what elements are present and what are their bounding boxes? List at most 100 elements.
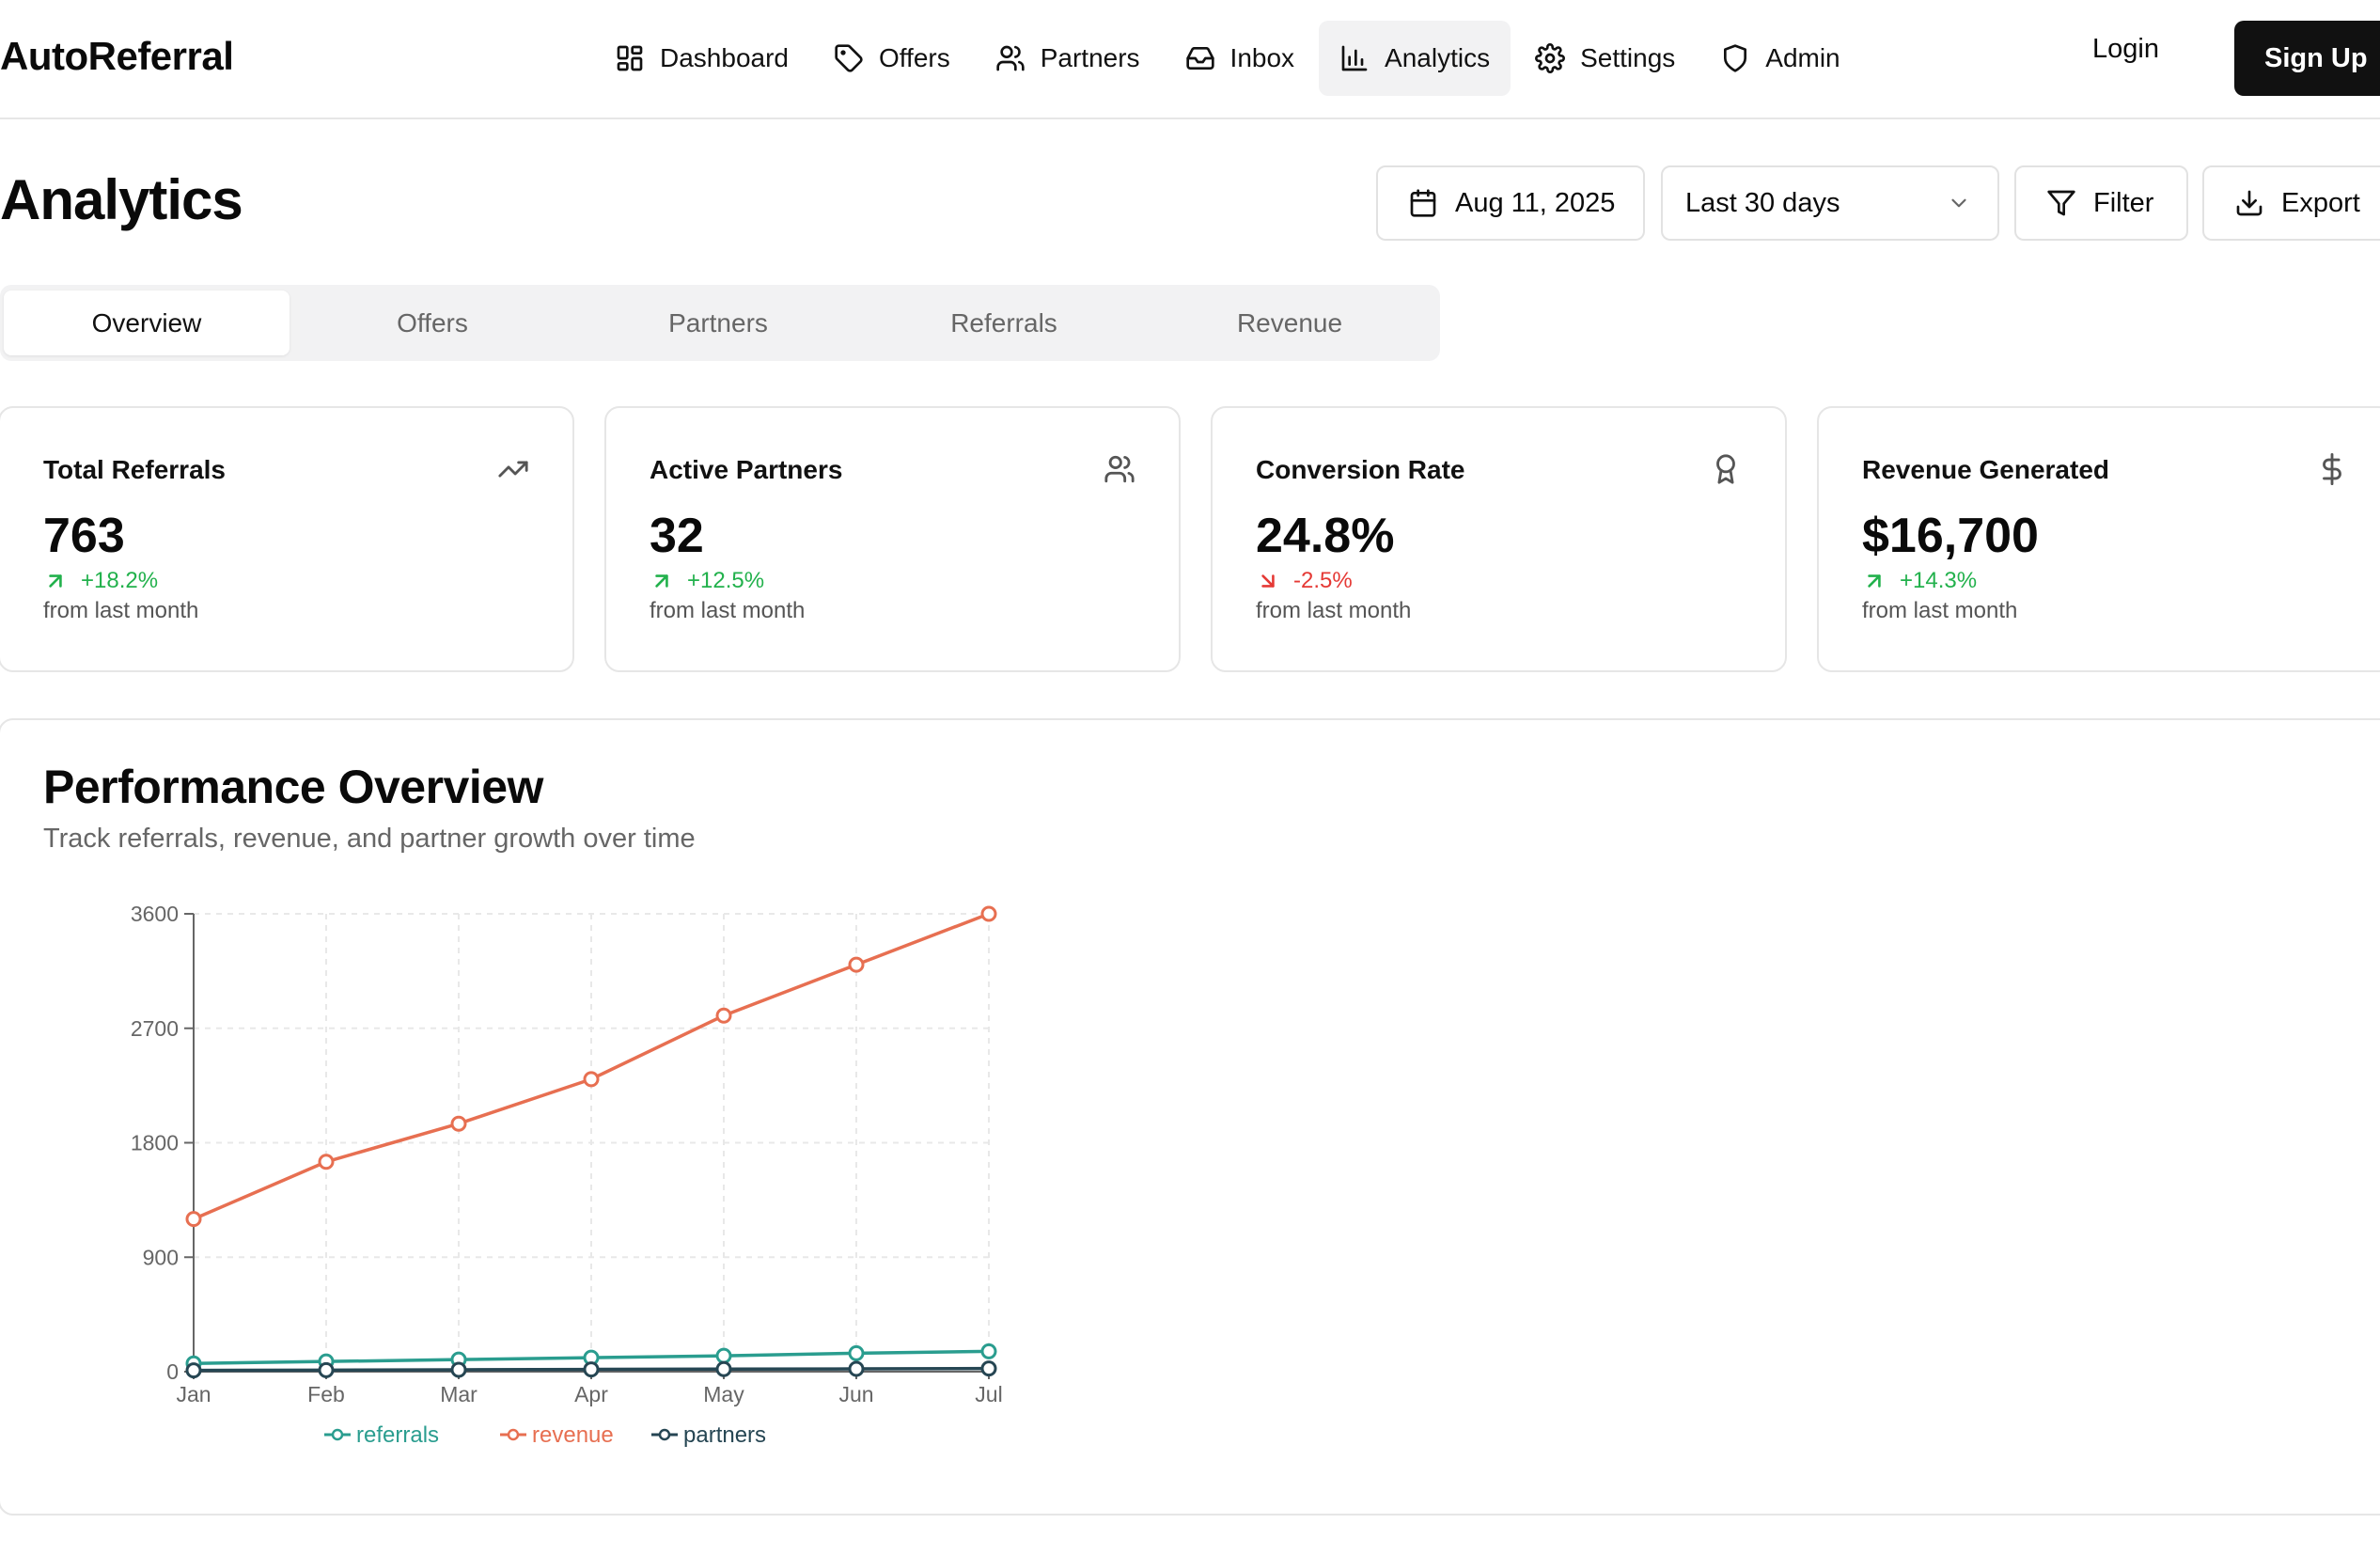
nav-label: Settings [1580,43,1676,72]
y-tick-label: 900 [143,1245,179,1269]
shield-icon [1724,44,1747,72]
bar-chart-icon [1341,45,1368,71]
y-tick-label: 2700 [131,1016,179,1041]
range-select[interactable]: Last 30 days [1661,165,1999,241]
x-tick-label: Apr [574,1382,608,1406]
brand-logo[interactable]: AutoReferral [0,34,234,78]
award-icon [1716,454,1735,484]
performance-title: Performance Overview [43,761,543,813]
stat-change-value: +14.3% [1900,568,1978,593]
login-button[interactable]: Login [2092,34,2159,64]
stat-card-conversion-rate: Conversion Rate 24.8% -2.5% from last mo… [1211,406,1787,672]
nav-item-offers[interactable]: Offers [813,21,971,96]
nav-item-analytics[interactable]: Analytics [1319,21,1511,96]
nav-item-dashboard[interactable]: Dashboard [594,21,809,96]
dollar-icon [2323,453,2341,485]
arrow-down-right-icon [1261,574,1275,588]
calendar-icon [1410,189,1436,217]
tab-partners[interactable]: Partners [668,307,768,338]
filter-label: Filter [2093,187,2154,218]
nav-label: Analytics [1385,43,1491,72]
stat-change: +12.5% [650,568,764,594]
download-icon [2236,190,2263,216]
chevron-down-icon [1951,198,1966,208]
nav-label: Inbox [1229,43,1295,72]
stat-change: +14.3% [1862,568,1977,594]
date-picker-button[interactable]: Aug 11, 2025 [1376,165,1645,241]
page-title: Analytics [0,168,243,231]
range-select-value: Last 30 days [1685,187,1840,218]
nav-label: Offers [878,43,950,72]
arrow-up-right-icon [655,574,668,588]
x-tick-label: Jul [975,1382,1002,1406]
data-point-referrals [848,1344,865,1361]
main-nav: Dashboard Offers Partners Inbox Analytic… [594,21,1865,96]
dashboard-icon [617,45,643,71]
filter-button[interactable]: Filter [2014,165,2188,241]
stat-footnote: from last month [1862,598,2018,623]
nav-item-partners[interactable]: Partners [975,21,1161,96]
nav-item-admin[interactable]: Admin [1699,21,1860,96]
data-point-partners [715,1360,732,1377]
stat-footnote: from last month [650,598,806,623]
top-navigation-bar: AutoReferral Dashboard Offers Partners I… [0,0,2380,119]
tab-overview[interactable]: Overview [4,291,290,355]
nav-item-settings[interactable]: Settings [1514,21,1696,96]
nav-label: Dashboard [660,43,789,72]
filter-icon [2047,190,2075,216]
stat-change-value: +18.2% [81,568,159,593]
x-tick-label: Mar [440,1382,478,1406]
legend-marker-partners [658,1428,671,1441]
data-point-partners [450,1361,467,1378]
data-point-partners [318,1361,335,1378]
users-icon [996,45,1025,71]
tab-offers[interactable]: Offers [397,307,468,338]
x-tick-label: May [703,1382,744,1406]
stat-value: $16,700 [1862,509,2039,563]
y-tick-label: 3600 [131,902,179,926]
y-tick-label: 1800 [131,1131,179,1155]
data-point-revenue [318,1154,335,1170]
stat-value: 32 [650,509,704,563]
arrow-up-right-icon [49,574,62,588]
nav-item-inbox[interactable]: Inbox [1165,21,1316,96]
export-label: Export [2281,187,2360,218]
data-point-revenue [715,1007,732,1024]
gear-icon [1535,43,1566,73]
data-point-referrals [980,1343,997,1359]
data-point-partners [583,1361,600,1378]
data-point-revenue [450,1115,467,1132]
data-point-partners [185,1362,202,1379]
y-tick-label: 0 [166,1359,179,1384]
data-point-revenue [185,1211,202,1228]
date-label: Aug 11, 2025 [1455,187,1616,218]
legend-label-referrals: referrals [356,1422,439,1448]
stat-title: Conversion Rate [1256,455,1465,484]
stat-change: +18.2% [43,568,158,594]
data-point-referrals [715,1347,732,1364]
stat-title: Total Referrals [43,455,226,484]
stat-value: 763 [43,509,125,563]
stat-card-active-partners: Active Partners 32 +12.5% from last mont… [604,406,1181,672]
export-button[interactable]: Export [2202,165,2380,241]
tab-revenue[interactable]: Revenue [1236,307,1343,338]
tab-referrals[interactable]: Referrals [950,307,1057,338]
stat-value: 24.8% [1256,509,1395,563]
x-tick-label: Jun [838,1382,873,1406]
x-tick-label: Jan [176,1382,211,1406]
stat-card-total-referrals: Total Referrals 763 +18.2% from last mon… [0,406,574,672]
trending-up-icon [498,461,528,478]
stat-title: Revenue Generated [1862,455,2109,484]
stat-title: Active Partners [650,455,843,484]
users-icon [1104,455,1135,483]
stat-change-value: -2.5% [1293,568,1353,593]
legend-label-partners: partners [683,1422,766,1448]
nav-label: Partners [1040,43,1140,72]
performance-line-chart: 0 900 1800 2700 3600 Jan Feb Mar Apr May Jun Jul ref… [131,902,1003,1448]
data-point-revenue [980,905,997,922]
nav-label: Admin [1765,43,1840,72]
data-point-partners [848,1360,865,1377]
stat-footnote: from last month [43,598,199,623]
sign-up-button[interactable]: Sign Up [2234,21,2380,96]
arrow-up-right-icon [1868,574,1881,588]
